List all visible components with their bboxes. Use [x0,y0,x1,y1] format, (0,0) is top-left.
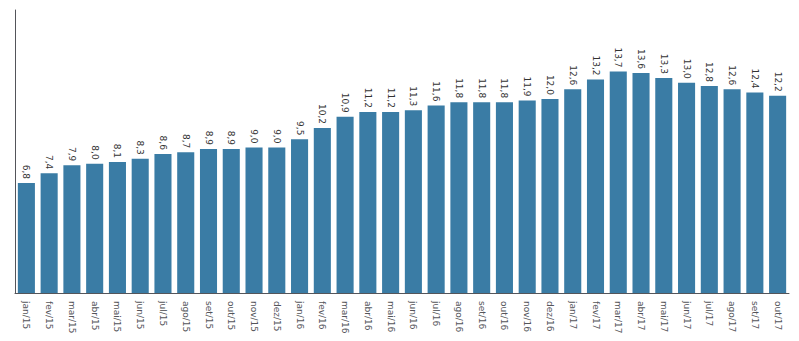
svg-text:fev/15: fev/15 [44,301,54,330]
svg-text:mar/17: mar/17 [613,301,623,333]
svg-text:fev/16: fev/16 [317,301,327,330]
svg-text:dez/16: dez/16 [545,301,555,332]
svg-text:12,8: 12,8 [704,62,714,82]
svg-text:11,9: 11,9 [522,77,532,97]
svg-text:13,0: 13,0 [682,59,692,79]
svg-text:12,4: 12,4 [750,68,760,88]
svg-text:6,8: 6,8 [21,165,31,180]
svg-text:13,6: 13,6 [636,49,646,69]
svg-text:jul/15: jul/15 [158,300,168,326]
svg-text:11,6: 11,6 [431,81,441,101]
svg-text:9,5: 9,5 [295,121,305,135]
svg-text:12,0: 12,0 [545,75,555,95]
svg-text:9,0: 9,0 [249,129,259,144]
svg-text:set/17: set/17 [750,301,760,329]
svg-text:set/15: set/15 [204,301,214,329]
svg-text:out/15: out/15 [226,301,236,330]
svg-text:12,6: 12,6 [727,65,737,85]
svg-text:jan/15: jan/15 [21,300,31,329]
svg-text:mar/16: mar/16 [340,301,350,334]
svg-text:8,9: 8,9 [204,131,214,146]
svg-text:abr/17: abr/17 [636,301,646,330]
svg-text:nov/16: nov/16 [522,301,532,332]
svg-text:8,0: 8,0 [90,145,100,160]
svg-text:13,7: 13,7 [613,47,623,67]
svg-text:nov/15: nov/15 [249,301,259,332]
svg-text:8,9: 8,9 [226,131,236,146]
svg-text:jul/17: jul/17 [704,300,714,326]
svg-text:11,8: 11,8 [499,78,509,98]
svg-text:9,0: 9,0 [272,129,282,144]
svg-text:ago/15: ago/15 [181,301,191,332]
svg-text:jan/16: jan/16 [295,300,305,329]
svg-text:11,2: 11,2 [363,88,373,108]
svg-text:10,9: 10,9 [340,93,350,113]
svg-text:out/16: out/16 [499,301,509,330]
svg-text:11,8: 11,8 [454,78,464,98]
svg-text:10,2: 10,2 [317,104,327,124]
svg-text:mai/15: mai/15 [112,301,122,332]
svg-text:dez/15: dez/15 [272,301,282,331]
svg-text:abr/15: abr/15 [90,301,100,330]
svg-text:8,1: 8,1 [112,144,122,158]
svg-text:jun/17: jun/17 [682,300,692,329]
svg-text:8,7: 8,7 [181,134,191,148]
svg-text:12,2: 12,2 [773,72,783,92]
svg-text:set/16: set/16 [477,301,487,330]
svg-text:8,6: 8,6 [158,136,168,151]
svg-text:abr/16: abr/16 [363,301,373,331]
svg-text:jun/15: jun/15 [135,300,145,329]
svg-text:mar/15: mar/15 [67,301,77,333]
svg-text:11,2: 11,2 [386,88,396,108]
svg-text:out/17: out/17 [773,301,783,330]
svg-text:mai/16: mai/16 [386,301,396,333]
svg-text:11,3: 11,3 [408,86,418,106]
svg-text:jun/16: jun/16 [408,300,418,330]
svg-text:8,3: 8,3 [135,140,145,154]
svg-text:ago/16: ago/16 [454,301,464,332]
svg-text:12,6: 12,6 [568,65,578,85]
svg-text:mai/17: mai/17 [659,301,669,332]
svg-text:11,8: 11,8 [477,78,487,98]
svg-text:13,3: 13,3 [659,54,669,74]
svg-text:fev/17: fev/17 [591,301,601,330]
svg-text:jul/16: jul/16 [431,300,441,326]
svg-text:jan/17: jan/17 [568,300,578,329]
svg-text:13,2: 13,2 [591,55,601,75]
svg-text:ago/17: ago/17 [727,301,737,332]
svg-text:7,9: 7,9 [67,147,77,162]
svg-text:7,4: 7,4 [44,155,54,170]
